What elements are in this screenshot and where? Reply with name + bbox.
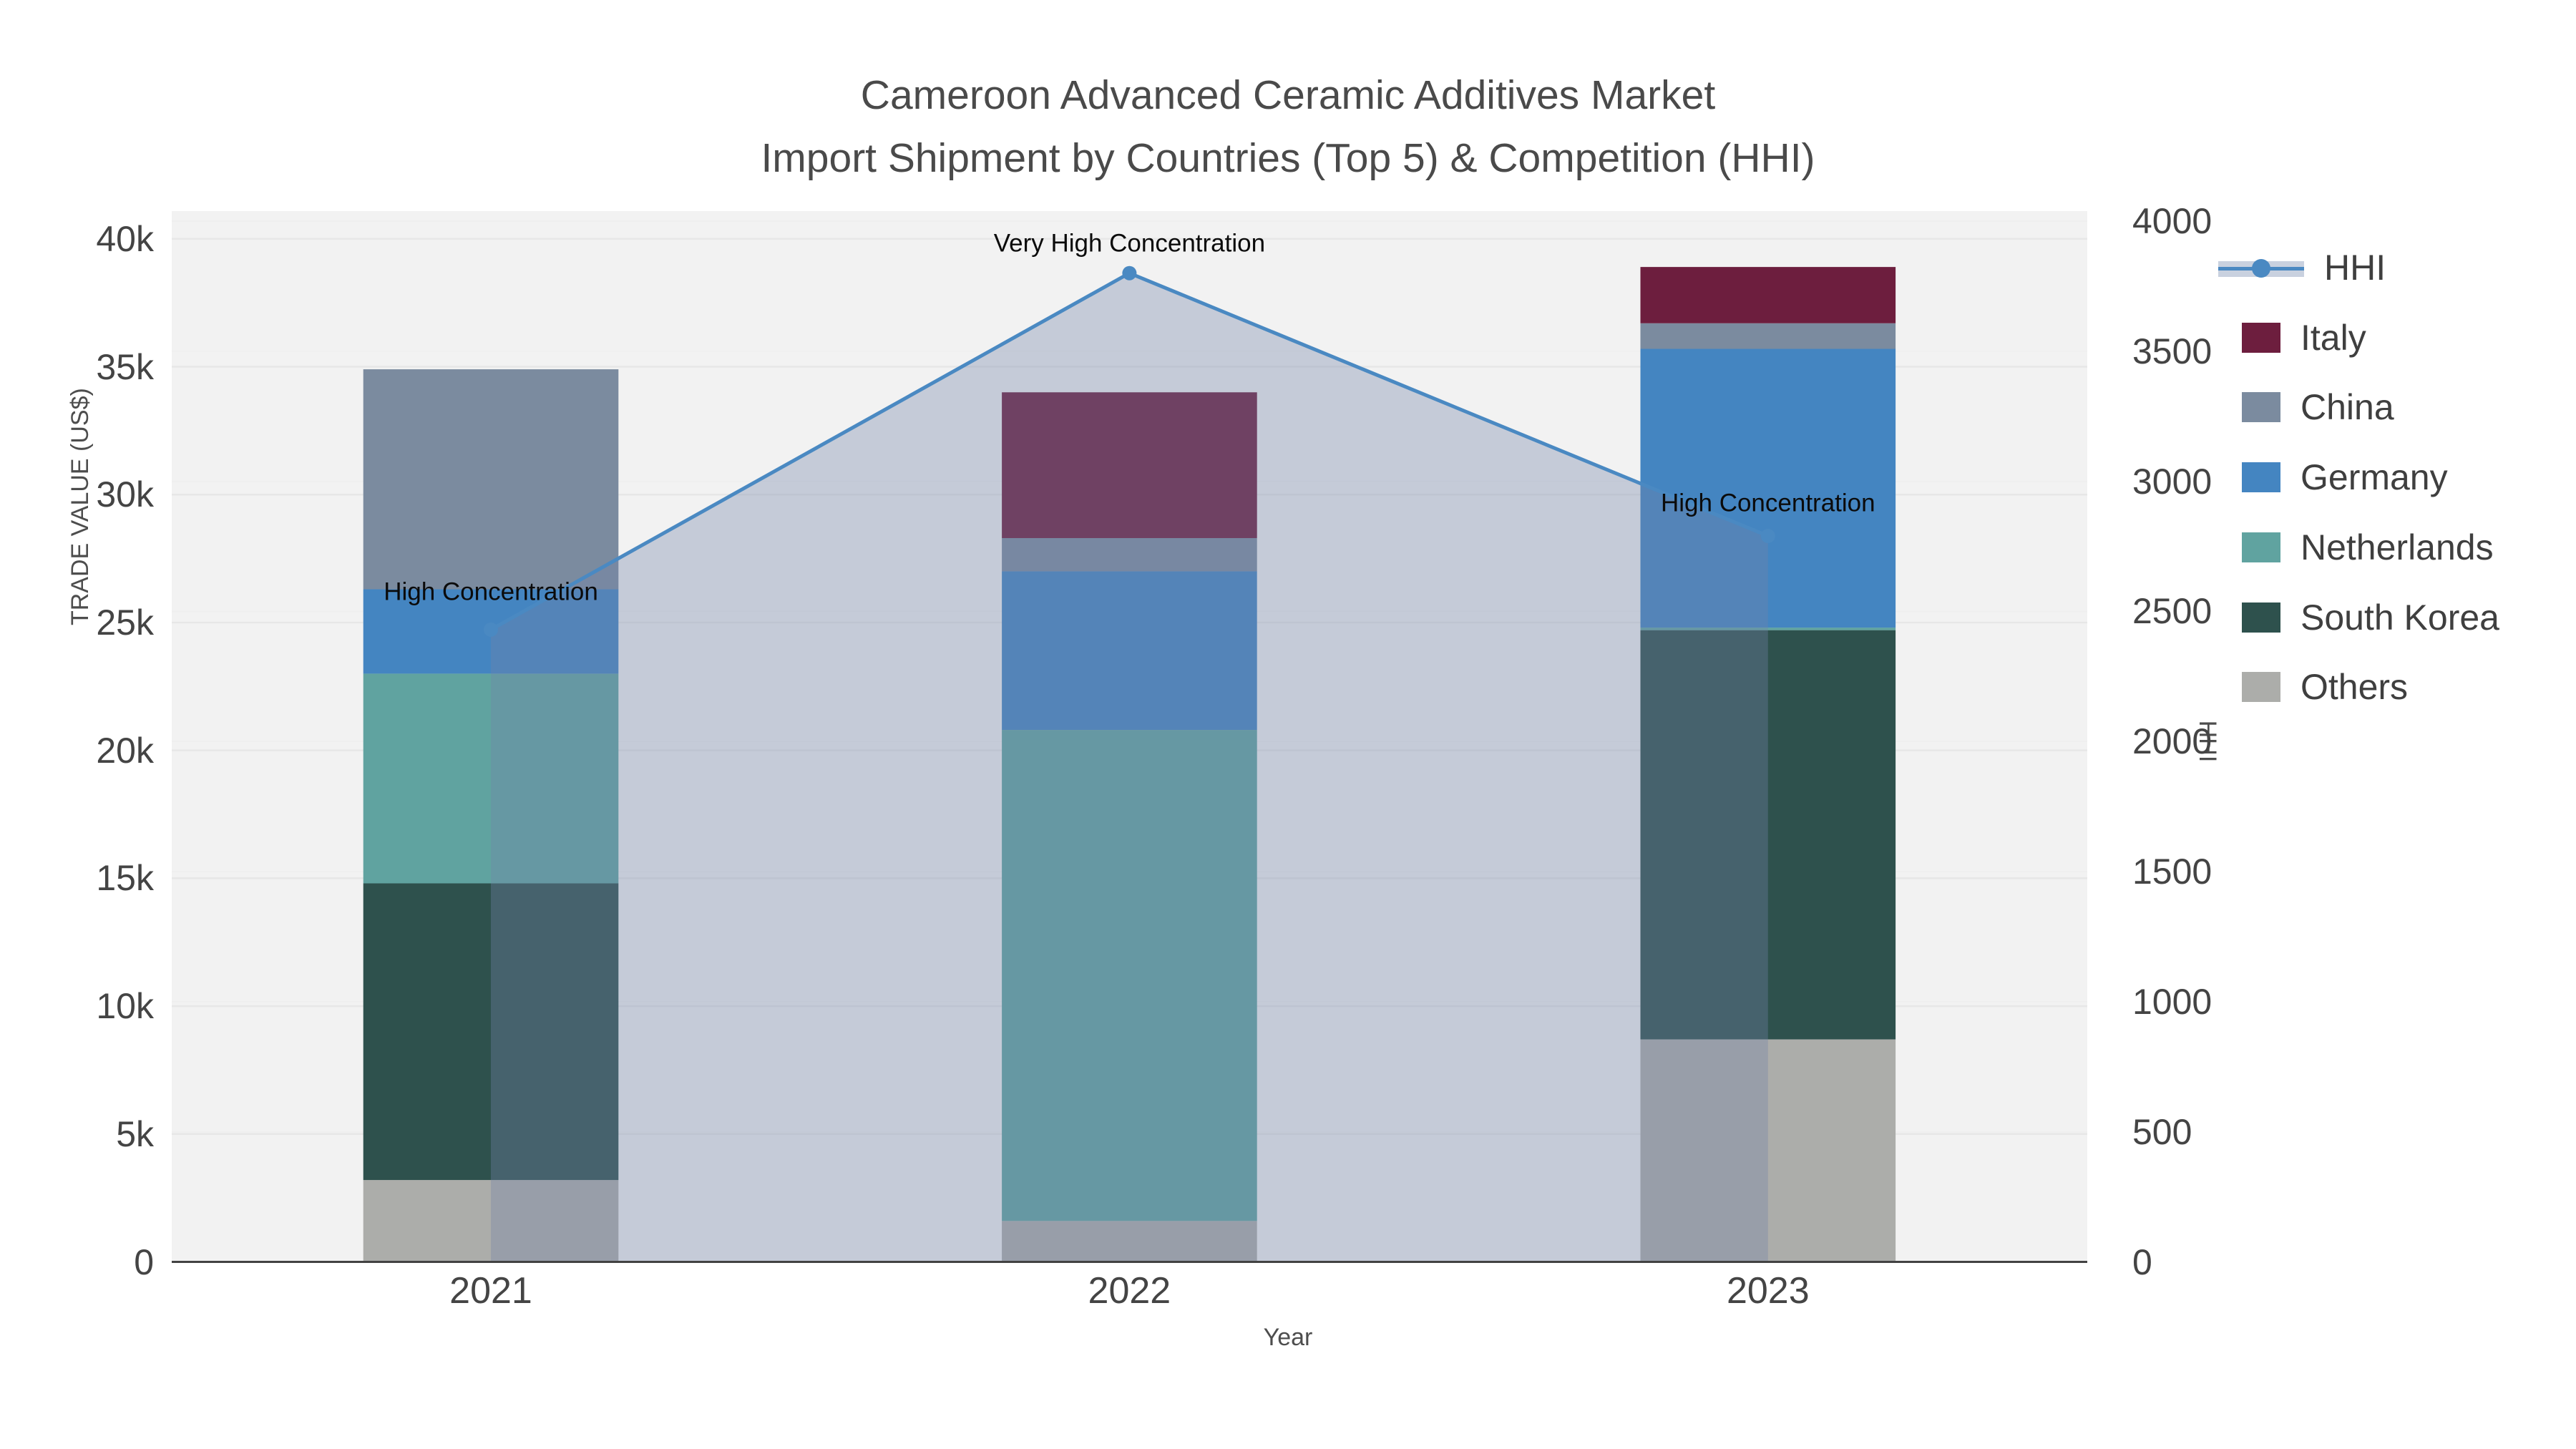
legend-label: South Korea <box>2301 597 2499 638</box>
bar-segment-2023-south-korea <box>1640 630 1896 1040</box>
legend-item-south-korea[interactable]: South Korea <box>2218 596 2499 639</box>
bar-segment-2022-others <box>1002 1221 1257 1262</box>
bar-segment-2022-italy <box>1002 392 1257 538</box>
bar-segment-2023-italy <box>1640 267 1896 323</box>
y-right-tick-label: 500 <box>2132 1111 2192 1152</box>
bar-segment-2021-others <box>363 1180 619 1262</box>
legend-item-italy[interactable]: Italy <box>2218 316 2366 359</box>
legend-item-netherlands[interactable]: Netherlands <box>2218 526 2494 569</box>
y-right-tick-label: 3000 <box>2132 461 2212 502</box>
legend-label: Others <box>2301 667 2409 708</box>
legend-label: China <box>2301 387 2394 428</box>
china-color-swatch <box>2242 392 2280 423</box>
y-right-tick-label: 4000 <box>2132 201 2212 241</box>
y-left-tick-label: 30k <box>96 474 154 515</box>
annotation-2022: Very High Concentration <box>993 229 1266 258</box>
legend-item-germany[interactable]: Germany <box>2218 456 2448 499</box>
y-left-tick-label: 35k <box>96 346 154 387</box>
legend-item-china[interactable]: China <box>2218 386 2394 429</box>
chart-title-line1: Cameroon Advanced Ceramic Additives Mark… <box>860 72 1716 118</box>
x-axis-title: Year <box>1263 1324 1313 1351</box>
y-left-tick-label: 25k <box>96 602 154 643</box>
y-right-tick-label: 0 <box>2132 1241 2152 1282</box>
germany-color-swatch <box>2242 462 2280 493</box>
x-tick-label: 2023 <box>1726 1270 1810 1312</box>
x-tick-label: 2022 <box>1088 1270 1171 1312</box>
bar-segment-2021-china <box>363 369 619 590</box>
bar-segment-2021-south-korea <box>363 883 619 1181</box>
netherlands-color-swatch <box>2242 532 2280 562</box>
y-left-tick-label: 0 <box>134 1241 154 1282</box>
bar-segment-2023-others <box>1640 1039 1896 1262</box>
y-left-tick-label: 20k <box>96 730 154 771</box>
legend-label: Italy <box>2301 317 2366 358</box>
legend-item-others[interactable]: Others <box>2218 665 2408 708</box>
hhi-marker-2021 <box>484 622 498 637</box>
bar-segment-2021-netherlands <box>363 673 619 884</box>
bar-segment-2022-netherlands <box>1002 730 1257 1221</box>
chart-title-line2: Import Shipment by Countries (Top 5) & C… <box>761 135 1815 181</box>
x-tick-label: 2021 <box>449 1270 532 1312</box>
y-left-tick-label: 40k <box>96 218 154 259</box>
south-korea-color-swatch <box>2242 602 2280 633</box>
hhi-marker-2023 <box>1760 528 1775 543</box>
y-right-tick-label: 1000 <box>2132 981 2212 1022</box>
y-right-tick-label: 1500 <box>2132 852 2212 892</box>
bar-segment-2023-netherlands <box>1640 628 1896 630</box>
y-left-tick-label: 10k <box>96 986 154 1027</box>
legend-item-hhi[interactable]: HHI <box>2218 246 2386 289</box>
others-color-swatch <box>2242 672 2280 703</box>
annotation-2023: High Concentration <box>1660 489 1875 517</box>
annotation-2021: High Concentration <box>384 577 598 606</box>
bar-segment-2023-germany <box>1640 348 1896 628</box>
bar-segment-2022-china <box>1002 537 1257 572</box>
y-right-tick-label: 2500 <box>2132 591 2212 632</box>
italy-color-swatch <box>2242 322 2280 353</box>
legend-label: HHI <box>2324 248 2386 288</box>
legend-label: Netherlands <box>2301 527 2494 567</box>
y-left-tick-label: 15k <box>96 858 154 899</box>
bar-segment-2022-germany <box>1002 571 1257 731</box>
hhi-marker-2022 <box>1122 265 1137 280</box>
legend-label: Germany <box>2301 457 2448 498</box>
y-left-tick-label: 5k <box>116 1113 154 1154</box>
hhi-area-fill <box>491 273 1768 1262</box>
hhi-line-swatch <box>2218 255 2304 280</box>
y-right-tick-label: 2000 <box>2132 721 2212 762</box>
y-right-tick-label: 3500 <box>2132 331 2212 371</box>
bar-segment-2023-china <box>1640 323 1896 349</box>
